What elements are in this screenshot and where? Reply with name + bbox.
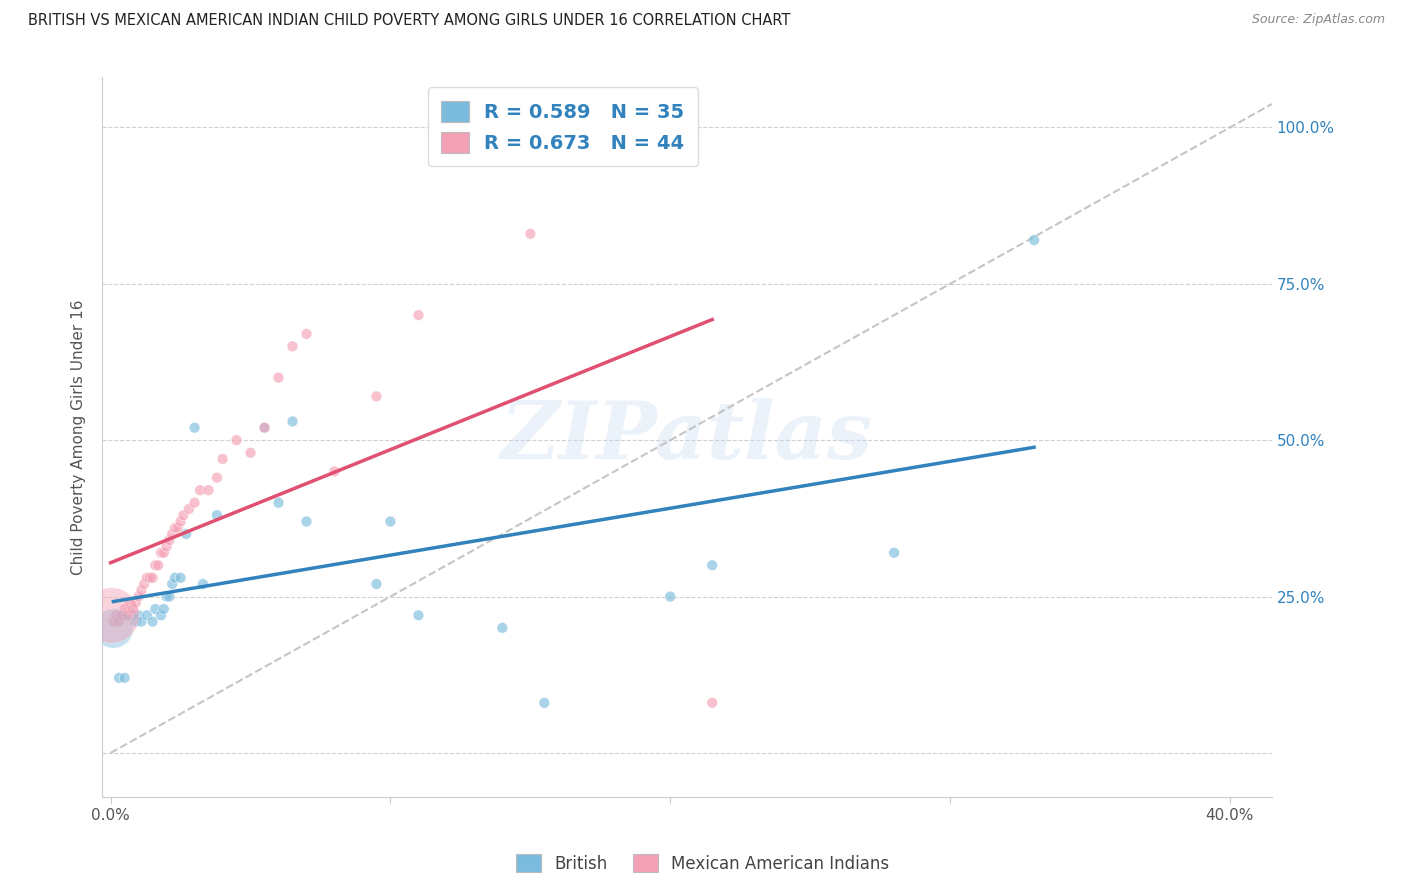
Point bbox=[152, 602, 174, 616]
Point bbox=[166, 521, 188, 535]
Point bbox=[105, 608, 128, 623]
Point bbox=[114, 602, 136, 616]
Point bbox=[100, 608, 122, 623]
Point bbox=[149, 608, 172, 623]
Point bbox=[122, 608, 145, 623]
Point bbox=[408, 608, 430, 623]
Point bbox=[142, 571, 165, 585]
Point bbox=[145, 558, 167, 573]
Point bbox=[380, 515, 402, 529]
Point bbox=[125, 615, 148, 629]
Point bbox=[103, 621, 125, 635]
Point bbox=[122, 602, 145, 616]
Text: ZIPatlas: ZIPatlas bbox=[501, 399, 873, 475]
Point bbox=[366, 389, 388, 403]
Point bbox=[519, 227, 541, 241]
Point bbox=[136, 571, 159, 585]
Point bbox=[281, 339, 304, 353]
Point bbox=[117, 608, 139, 623]
Point bbox=[152, 546, 174, 560]
Point bbox=[111, 608, 134, 623]
Point bbox=[183, 420, 205, 434]
Point bbox=[145, 602, 167, 616]
Point bbox=[160, 577, 183, 591]
Point bbox=[174, 527, 197, 541]
Point bbox=[281, 414, 304, 428]
Point bbox=[114, 671, 136, 685]
Point bbox=[169, 515, 191, 529]
Point bbox=[131, 583, 153, 598]
Point bbox=[128, 590, 150, 604]
Point bbox=[157, 533, 180, 548]
Point bbox=[142, 615, 165, 629]
Point bbox=[131, 615, 153, 629]
Text: Source: ZipAtlas.com: Source: ZipAtlas.com bbox=[1251, 13, 1385, 27]
Point bbox=[191, 577, 214, 591]
Point bbox=[169, 571, 191, 585]
Point bbox=[134, 577, 156, 591]
Point bbox=[103, 615, 125, 629]
Point bbox=[702, 558, 724, 573]
Point bbox=[120, 596, 142, 610]
Point bbox=[659, 590, 682, 604]
Point bbox=[157, 590, 180, 604]
Point bbox=[225, 433, 247, 447]
Point bbox=[160, 527, 183, 541]
Point bbox=[205, 508, 228, 523]
Point bbox=[163, 521, 186, 535]
Point bbox=[172, 508, 194, 523]
Point bbox=[188, 483, 211, 498]
Point bbox=[183, 496, 205, 510]
Point bbox=[295, 515, 318, 529]
Point bbox=[253, 420, 276, 434]
Point bbox=[295, 326, 318, 341]
Legend: R = 0.589   N = 35, R = 0.673   N = 44: R = 0.589 N = 35, R = 0.673 N = 44 bbox=[427, 87, 697, 167]
Point bbox=[211, 452, 233, 467]
Point bbox=[149, 546, 172, 560]
Point bbox=[163, 571, 186, 585]
Point bbox=[253, 420, 276, 434]
Point bbox=[136, 608, 159, 623]
Point bbox=[148, 558, 170, 573]
Point bbox=[1022, 233, 1045, 247]
Point bbox=[239, 446, 262, 460]
Point bbox=[408, 308, 430, 322]
Point bbox=[533, 696, 555, 710]
Point bbox=[177, 502, 200, 516]
Point bbox=[205, 471, 228, 485]
Point bbox=[323, 465, 346, 479]
Point bbox=[120, 608, 142, 623]
Point bbox=[139, 571, 162, 585]
Point bbox=[702, 696, 724, 710]
Point bbox=[883, 546, 905, 560]
Point bbox=[197, 483, 219, 498]
Point bbox=[267, 496, 290, 510]
Text: BRITISH VS MEXICAN AMERICAN INDIAN CHILD POVERTY AMONG GIRLS UNDER 16 CORRELATIO: BRITISH VS MEXICAN AMERICAN INDIAN CHILD… bbox=[28, 13, 790, 29]
Point bbox=[366, 577, 388, 591]
Point bbox=[125, 596, 148, 610]
Point bbox=[108, 671, 131, 685]
Point bbox=[155, 540, 177, 554]
Point bbox=[491, 621, 513, 635]
Point bbox=[128, 608, 150, 623]
Legend: British, Mexican American Indians: British, Mexican American Indians bbox=[510, 847, 896, 880]
Y-axis label: Child Poverty Among Girls Under 16: Child Poverty Among Girls Under 16 bbox=[72, 300, 86, 574]
Point bbox=[267, 370, 290, 384]
Point bbox=[155, 590, 177, 604]
Point bbox=[108, 615, 131, 629]
